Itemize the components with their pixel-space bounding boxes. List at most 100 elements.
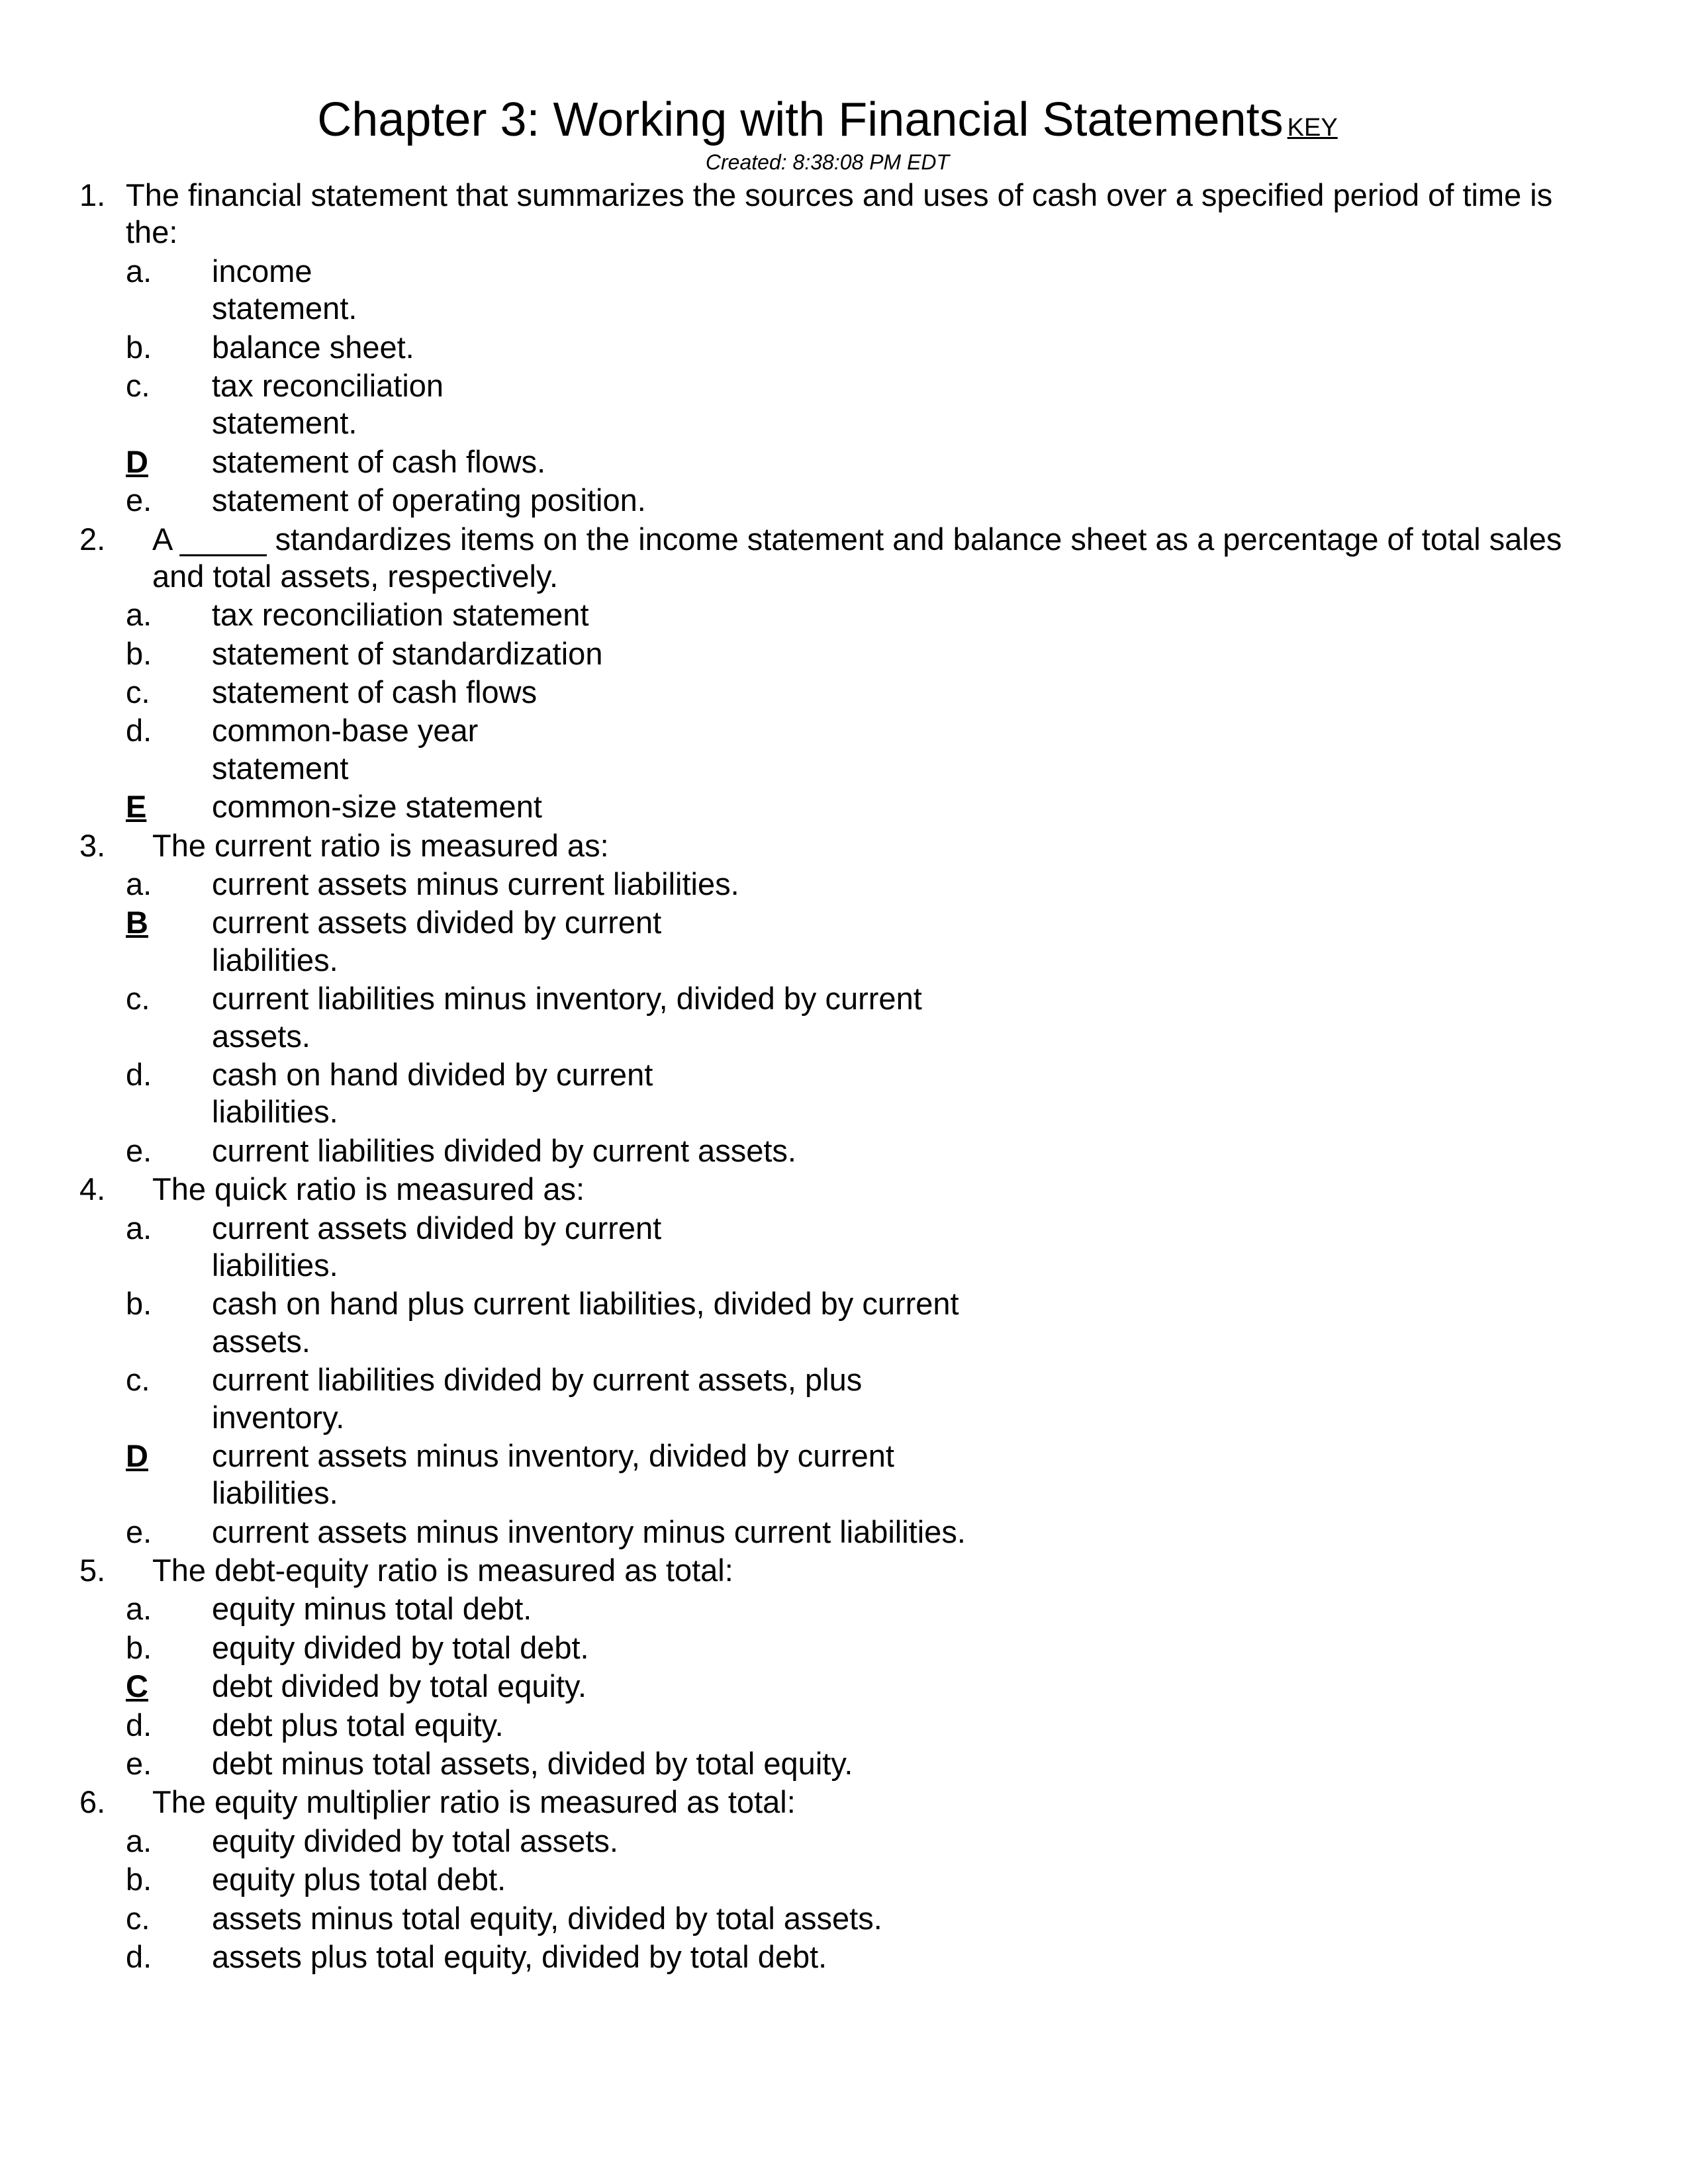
option-letter: d. xyxy=(126,1056,212,1131)
option-letter: c. xyxy=(126,980,212,1055)
option-row: a.equity minus total debt. xyxy=(66,1590,1589,1627)
question-number: 2. xyxy=(66,521,126,596)
option-text: current liabilities minus inventory, div… xyxy=(212,980,1006,1055)
option-row: a.tax reconciliation statement xyxy=(66,596,1589,633)
option-letter: a. xyxy=(126,866,212,903)
option-letter: d. xyxy=(126,1938,212,1976)
option-text: current assets divided by current liabil… xyxy=(212,904,774,979)
option-letter: e. xyxy=(126,1132,212,1169)
option-letter: C xyxy=(126,1668,212,1705)
option-row: a.equity divided by total assets. xyxy=(66,1823,1589,1860)
option-text: statement of operating position. xyxy=(212,482,1589,519)
option-row: b.equity plus total debt. xyxy=(66,1861,1589,1898)
option-letter: c. xyxy=(126,1361,212,1436)
option-letter: b. xyxy=(126,1861,212,1898)
option-text: current liabilities divided by current a… xyxy=(212,1132,1589,1169)
question-row: 2.A _____ standardizes items on the inco… xyxy=(66,521,1589,596)
option-text: equity minus total debt. xyxy=(212,1590,1589,1627)
option-row: d.cash on hand divided by current liabil… xyxy=(66,1056,1589,1131)
option-row: b.cash on hand plus current liabilities,… xyxy=(66,1285,1589,1360)
option-letter: c. xyxy=(126,1900,212,1937)
option-row: a.income statement. xyxy=(66,253,1589,328)
question-row: 5.The debt-equity ratio is measured as t… xyxy=(66,1552,1589,1589)
questions-container: 1.The financial statement that summarize… xyxy=(66,177,1589,1976)
option-row: e.current assets minus inventory minus c… xyxy=(66,1514,1589,1551)
option-row: c.assets minus total equity, divided by … xyxy=(66,1900,1589,1937)
option-text: debt divided by total equity. xyxy=(212,1668,1589,1705)
option-text: tax reconciliation statement xyxy=(212,596,1589,633)
option-text: current assets minus inventory, divided … xyxy=(212,1437,1006,1512)
option-row: e.debt minus total assets, divided by to… xyxy=(66,1745,1589,1782)
option-text: debt plus total equity. xyxy=(212,1707,1589,1744)
option-text: assets minus total equity, divided by to… xyxy=(212,1900,1589,1937)
question-text: The quick ratio is measured as: xyxy=(126,1171,1589,1208)
option-letter: c. xyxy=(126,367,212,442)
option-row: Cdebt divided by total equity. xyxy=(66,1668,1589,1705)
option-row: c.current liabilities minus inventory, d… xyxy=(66,980,1589,1055)
option-row: c.tax reconciliation statement. xyxy=(66,367,1589,442)
question-text: The current ratio is measured as: xyxy=(126,827,688,864)
option-row: Dcurrent assets minus inventory, divided… xyxy=(66,1437,1589,1512)
option-text: assets plus total equity, divided by tot… xyxy=(212,1938,874,1976)
option-letter: e. xyxy=(126,482,212,519)
question-number: 3. xyxy=(66,827,126,864)
created-timestamp: Created: 8:38:08 PM EDT xyxy=(66,150,1589,175)
question-row: 3.The current ratio is measured as: xyxy=(66,827,1589,864)
question-text: The debt-equity ratio is measured as tot… xyxy=(126,1552,1589,1589)
page-title: Chapter 3: Working with Financial Statem… xyxy=(66,93,1589,147)
option-letter: e. xyxy=(126,1514,212,1551)
option-letter: a. xyxy=(126,253,212,328)
option-text: debt minus total assets, divided by tota… xyxy=(212,1745,1589,1782)
option-text: equity divided by total assets. xyxy=(212,1823,1589,1860)
option-letter: b. xyxy=(126,329,212,366)
option-row: c.current liabilities divided by current… xyxy=(66,1361,1589,1436)
option-text: statement of cash flows xyxy=(212,674,543,711)
option-letter: b. xyxy=(126,1629,212,1666)
question-text: A _____ standardizes items on the income… xyxy=(126,521,1589,596)
option-text: current liabilities divided by current a… xyxy=(212,1361,940,1436)
option-letter: a. xyxy=(126,1823,212,1860)
option-text: common-size statement xyxy=(212,788,1589,825)
option-letter: b. xyxy=(126,635,212,672)
option-letter: c. xyxy=(126,674,212,711)
question-number: 4. xyxy=(66,1171,126,1208)
option-text: equity plus total debt. xyxy=(212,1861,1589,1898)
option-text: common-base year statement xyxy=(212,712,543,787)
option-text: balance sheet. xyxy=(212,329,1589,366)
option-row: d.debt plus total equity. xyxy=(66,1707,1589,1744)
option-letter: d. xyxy=(126,1707,212,1744)
option-text: statement of cash flows. xyxy=(212,443,1589,480)
question-number: 6. xyxy=(66,1784,126,1821)
option-letter: a. xyxy=(126,596,212,633)
option-letter: D xyxy=(126,1437,212,1512)
option-letter: E xyxy=(126,788,212,825)
option-text: cash on hand divided by current liabilit… xyxy=(212,1056,741,1131)
option-row: c.statement of cash flows xyxy=(66,674,1589,711)
option-row: e.current liabilities divided by current… xyxy=(66,1132,1589,1169)
option-letter: a. xyxy=(126,1590,212,1627)
question-row: 6.The equity multiplier ratio is measure… xyxy=(66,1784,1589,1821)
option-text: cash on hand plus current liabilities, d… xyxy=(212,1285,1039,1360)
option-text: current assets divided by current liabil… xyxy=(212,1210,774,1285)
option-text: current assets minus current liabilities… xyxy=(212,866,1589,903)
option-row: b.statement of standardization xyxy=(66,635,1589,672)
option-letter: e. xyxy=(126,1745,212,1782)
option-row: a.current assets divided by current liab… xyxy=(66,1210,1589,1285)
option-text: tax reconciliation statement. xyxy=(212,367,543,442)
option-text: current assets minus inventory minus cur… xyxy=(212,1514,1589,1551)
key-label: KEY xyxy=(1288,114,1338,142)
option-row: b.balance sheet. xyxy=(66,329,1589,366)
option-text: equity divided by total debt. xyxy=(212,1629,1589,1666)
option-letter: a. xyxy=(126,1210,212,1285)
question-number: 5. xyxy=(66,1552,126,1589)
option-row: Dstatement of cash flows. xyxy=(66,443,1589,480)
option-text: income statement. xyxy=(212,253,444,328)
option-letter: d. xyxy=(126,712,212,787)
question-text: The equity multiplier ratio is measured … xyxy=(126,1784,1589,1821)
question-number: 1. xyxy=(66,177,126,251)
question-text: The financial statement that summarizes … xyxy=(126,177,1589,251)
option-row: d.common-base year statement xyxy=(66,712,1589,787)
option-row: d.assets plus total equity, divided by t… xyxy=(66,1938,1589,1976)
option-letter: b. xyxy=(126,1285,212,1360)
question-row: 1.The financial statement that summarize… xyxy=(66,177,1589,251)
